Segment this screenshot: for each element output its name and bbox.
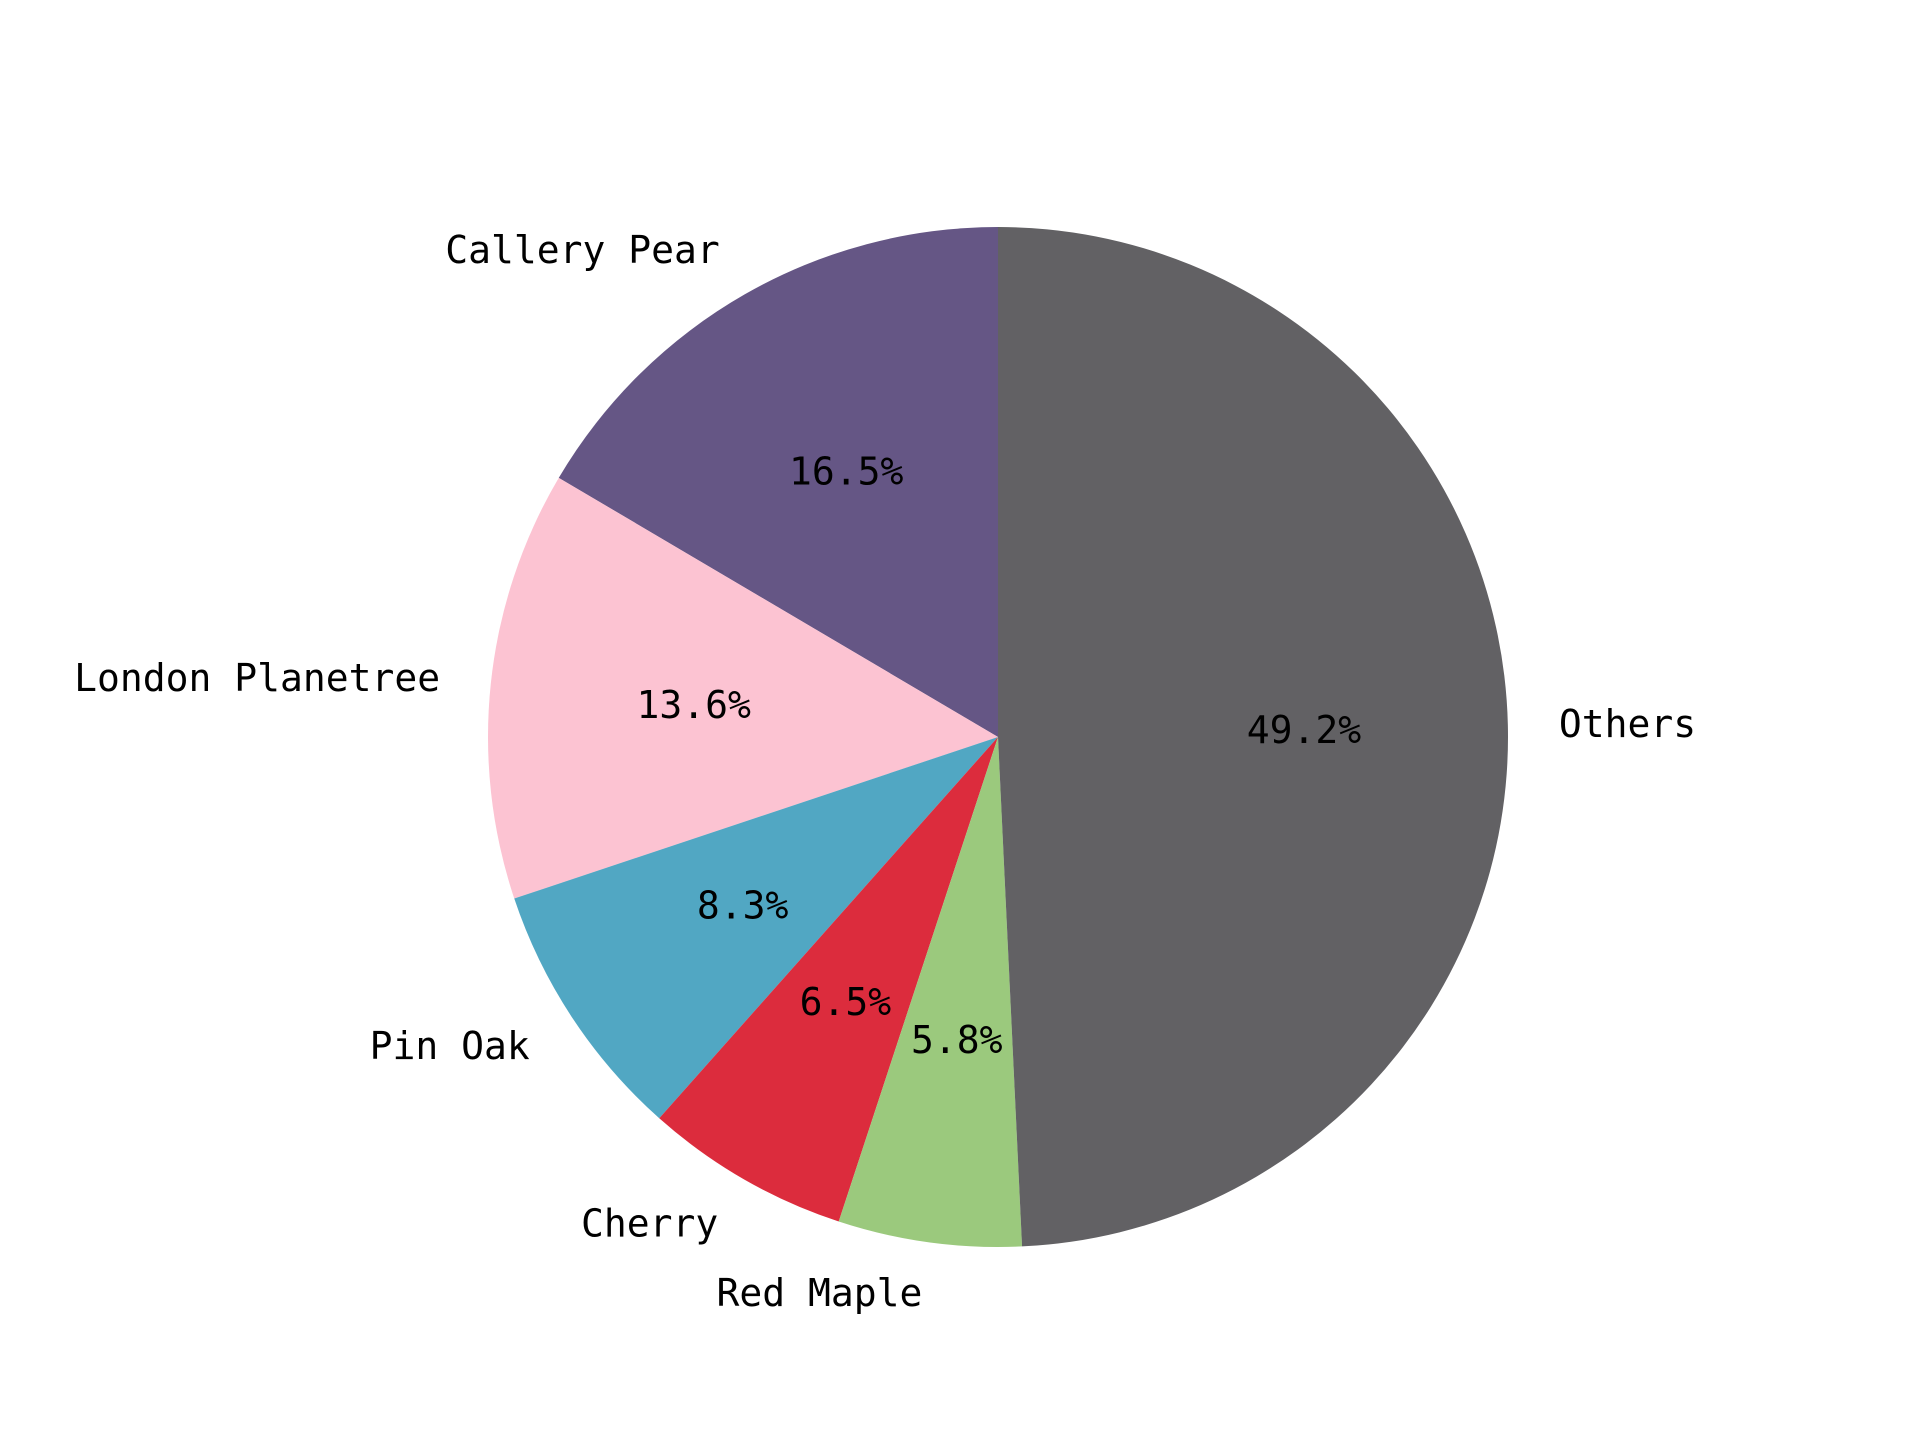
pie-slice-callery-pear: [558, 227, 998, 737]
percent-label-london-planetree: 13.6%: [637, 683, 752, 727]
pie-slice-red-maple: [838, 737, 1023, 1248]
percent-label-pin-oak: 8.3%: [697, 884, 789, 928]
pie-slice-pin-oak: [514, 737, 998, 1119]
slice-label-callery-pear: Callery Pear: [445, 228, 720, 272]
percent-label-others: 49.2%: [1247, 708, 1362, 752]
slice-labels: Callery Pear London Planetree Pin Oak Cherr…: [74, 228, 1696, 1315]
percent-label-red-maple: 5.8%: [911, 1018, 1003, 1062]
slice-label-london-planetree: London Planetree: [74, 656, 440, 700]
pie-slice-london-planetree: [487, 477, 998, 899]
pie-slices: [487, 227, 1509, 1248]
slice-label-others: Others: [1559, 702, 1696, 746]
percent-label-callery-pear: 16.5%: [789, 449, 904, 493]
percent-labels: 16.5% 13.6% 8.3% 6.5% 5.8% 49.2%: [637, 449, 1362, 1062]
pie-slice-cherry: [659, 737, 998, 1222]
slice-label-pin-oak: Pin Oak: [370, 1024, 530, 1068]
percent-label-cherry: 6.5%: [800, 980, 892, 1024]
slice-label-red-maple: Red Maple: [716, 1271, 922, 1315]
slice-label-cherry: Cherry: [581, 1201, 718, 1245]
pie-slice-others: [998, 227, 1509, 1247]
